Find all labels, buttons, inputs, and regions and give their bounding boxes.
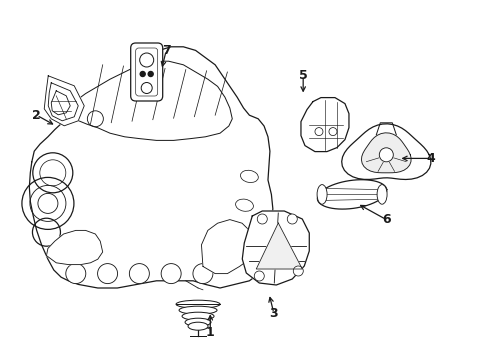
Circle shape	[66, 264, 85, 284]
Text: 7: 7	[162, 44, 170, 57]
Polygon shape	[376, 123, 395, 135]
Circle shape	[129, 264, 149, 284]
Polygon shape	[300, 98, 348, 152]
Text: 2: 2	[32, 109, 41, 122]
Circle shape	[254, 271, 264, 281]
Circle shape	[140, 53, 153, 67]
Circle shape	[140, 72, 145, 77]
Circle shape	[257, 214, 267, 224]
Text: 6: 6	[381, 213, 390, 226]
Circle shape	[193, 264, 212, 284]
Circle shape	[314, 127, 322, 136]
Ellipse shape	[230, 228, 248, 240]
Polygon shape	[48, 83, 78, 121]
Text: 3: 3	[269, 307, 278, 320]
Circle shape	[98, 264, 117, 284]
Circle shape	[293, 266, 303, 276]
Ellipse shape	[182, 312, 214, 320]
Ellipse shape	[240, 170, 258, 183]
Ellipse shape	[179, 306, 217, 314]
Text: 4: 4	[425, 152, 434, 165]
Polygon shape	[66, 61, 232, 140]
Circle shape	[161, 264, 181, 284]
Circle shape	[141, 82, 152, 94]
Ellipse shape	[176, 300, 220, 308]
Polygon shape	[51, 91, 70, 115]
Polygon shape	[256, 223, 302, 269]
Ellipse shape	[188, 322, 207, 330]
Text: 5: 5	[298, 69, 307, 82]
Ellipse shape	[376, 185, 386, 204]
Circle shape	[379, 148, 392, 162]
Polygon shape	[44, 76, 84, 126]
Polygon shape	[361, 133, 410, 173]
Circle shape	[286, 214, 297, 224]
Circle shape	[148, 72, 153, 77]
Polygon shape	[341, 124, 430, 180]
Ellipse shape	[235, 199, 253, 211]
Polygon shape	[46, 230, 102, 265]
FancyBboxPatch shape	[130, 43, 163, 101]
Text: 1: 1	[205, 327, 214, 339]
Polygon shape	[29, 47, 272, 288]
Polygon shape	[201, 220, 251, 274]
Ellipse shape	[184, 318, 211, 326]
Circle shape	[328, 127, 336, 136]
Polygon shape	[317, 180, 386, 209]
Polygon shape	[242, 211, 308, 285]
Ellipse shape	[316, 185, 326, 204]
